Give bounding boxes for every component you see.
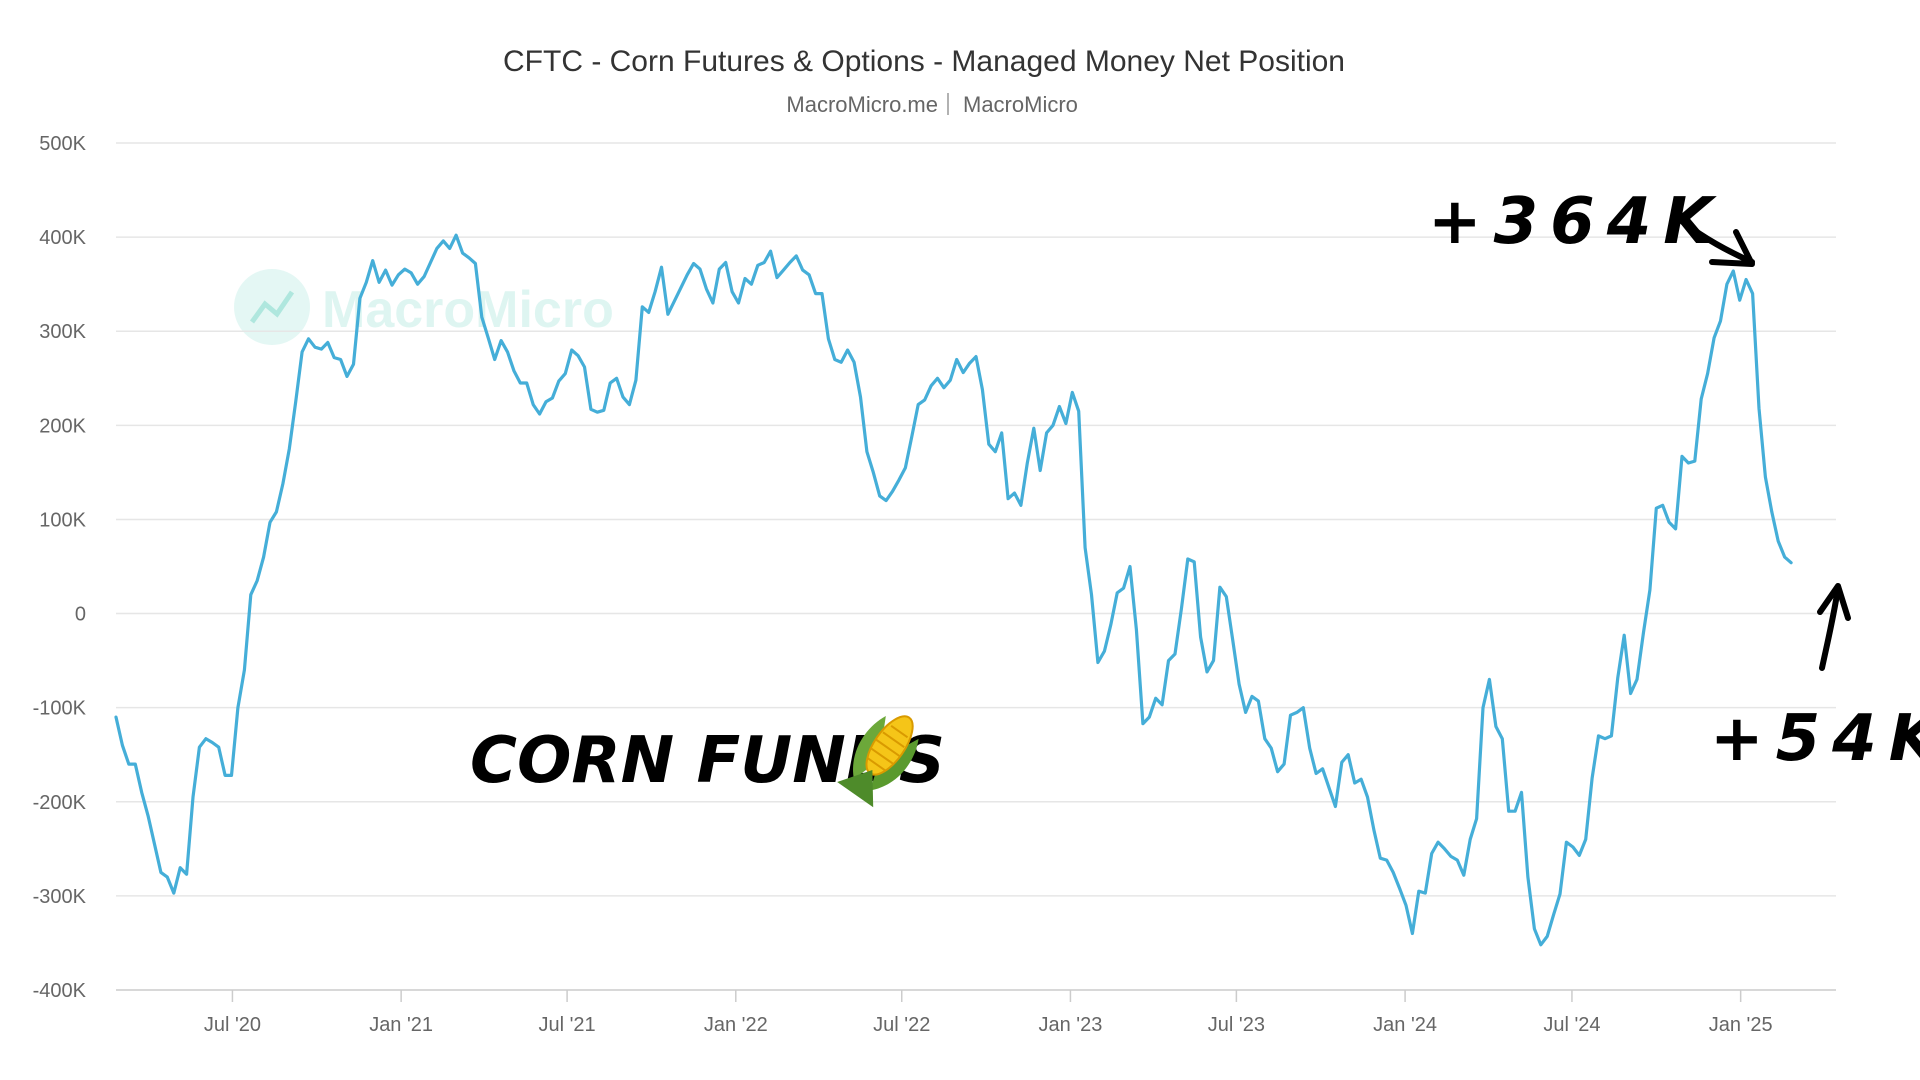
x-tick-label: Jan '23 <box>1038 1014 1102 1036</box>
x-tick-label: Jul '23 <box>1208 1014 1265 1036</box>
watermark: MacroMicro <box>234 269 614 345</box>
y-tick-label: -300K <box>33 886 87 908</box>
annotation-peak: +364K <box>1428 185 1725 259</box>
x-tick-label: Jul '24 <box>1543 1014 1600 1036</box>
x-tick-label: Jul '22 <box>873 1014 930 1036</box>
grid-layer: 500K 400K 300K 200K 100K 0 -100K -200K -300K -400… <box>33 133 1836 1002</box>
x-axis: Jul '20 Jan '21 Jul '21 Jan '22 Jul '22 Jan '… <box>204 990 1773 1036</box>
y-tick-label: 0 <box>75 604 86 626</box>
watermark-chart-icon <box>249 290 295 324</box>
watermark-logo-icon <box>234 269 310 345</box>
x-tick-label: Jan '22 <box>704 1014 768 1036</box>
y-tick-label: 100K <box>39 509 86 531</box>
y-tick-label: 500K <box>39 133 86 155</box>
arrow-to-latest-icon <box>1819 585 1841 671</box>
arrow-to-peak-icon <box>1675 215 1755 265</box>
y-tick-label: -200K <box>33 792 87 814</box>
annotation-latest: +54K <box>1710 702 1920 776</box>
y-tick-label: -100K <box>33 698 87 720</box>
corn-icon <box>837 715 919 808</box>
series-line <box>114 233 1793 947</box>
arrow-to-peak-head-icon <box>1709 229 1755 267</box>
x-tick-label: Jan '21 <box>369 1014 433 1036</box>
chart-subtitle-left: MacroMicro.me <box>786 92 938 117</box>
y-tick-label: -400K <box>33 980 87 1002</box>
y-tick-label: 300K <box>39 321 86 343</box>
chart-title: CFTC - Corn Futures & Options - Managed … <box>503 45 1345 78</box>
arrow-to-latest-head-icon <box>1817 583 1851 621</box>
x-tick-label: Jan '24 <box>1373 1014 1437 1036</box>
x-tick-label: Jan '25 <box>1709 1014 1773 1036</box>
watermark-text: MacroMicro <box>322 281 614 339</box>
series-layer <box>114 233 1793 947</box>
x-tick-label: Jul '21 <box>538 1014 595 1036</box>
y-tick-label: 200K <box>39 415 86 437</box>
x-tick-label: Jul '20 <box>204 1014 261 1036</box>
y-tick-label: 400K <box>39 227 86 249</box>
chart-subtitle-right: MacroMicro <box>963 92 1078 117</box>
